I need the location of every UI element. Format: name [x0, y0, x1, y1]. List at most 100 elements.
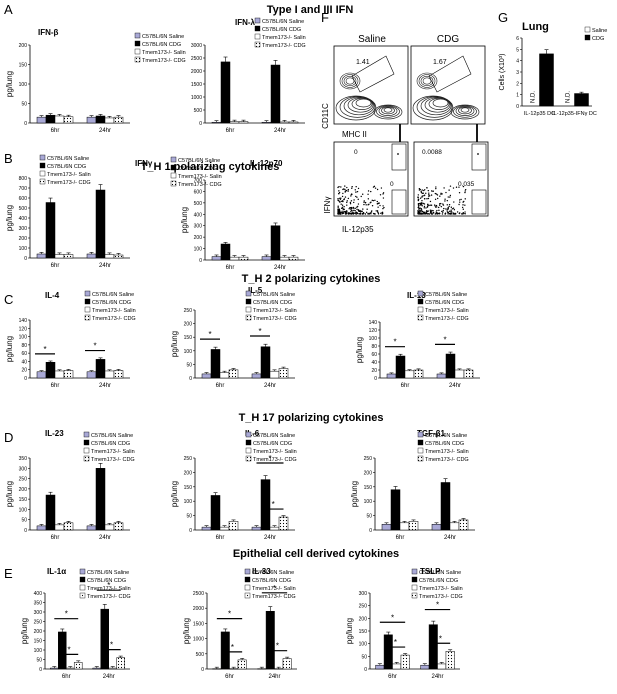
event-dot — [420, 190, 422, 193]
bar — [228, 521, 239, 531]
event-dot — [428, 213, 431, 215]
y-axis-label: pg/lung — [345, 618, 354, 644]
legend-swatch — [170, 164, 177, 171]
event-dot — [361, 210, 363, 213]
contour-line — [420, 75, 434, 87]
event-dot — [422, 202, 424, 205]
bar — [428, 624, 438, 670]
bar — [95, 115, 106, 124]
event-dot — [464, 211, 466, 213]
event-dot — [367, 190, 370, 192]
bar — [436, 373, 447, 379]
legend-swatch — [254, 33, 261, 40]
event-dot — [340, 203, 342, 205]
event-dot — [346, 210, 348, 212]
legend-label: Tmem173-/- Salin — [425, 449, 469, 455]
bar — [229, 668, 239, 670]
legend-swatch — [244, 592, 251, 599]
event-dot — [371, 210, 373, 212]
event-dot — [447, 196, 449, 198]
event-dot — [363, 203, 365, 206]
x-tick-label: 24hr — [99, 263, 111, 269]
event-dot — [353, 201, 355, 204]
contour-line — [343, 75, 357, 87]
significance-star: * — [439, 634, 442, 643]
legend-swatch — [584, 26, 591, 33]
y-tick-label: 700 — [19, 186, 28, 192]
event-dot — [417, 212, 419, 215]
legend-label: Tmem173-/- Salin — [252, 586, 296, 592]
event-dot — [442, 203, 444, 205]
legend-swatch — [84, 306, 91, 313]
legend-label: C57BL/6N Saline — [87, 570, 129, 576]
y-tick-label: 6 — [516, 36, 519, 42]
section-title-d: T_H 17 polarizing cytokines — [239, 412, 384, 424]
bar — [63, 522, 74, 531]
legend-label: Tmem173-/- Salin — [87, 586, 131, 592]
legend-label: C57BL/6N Saline — [142, 34, 184, 40]
event-dot — [440, 205, 443, 208]
legend: C57BL/6N Saline C57BL/6N CDG Tmem173-/- Sa… — [244, 568, 296, 600]
y-tick-label: 200 — [19, 236, 28, 242]
y-tick-label: 1000 — [191, 95, 202, 101]
contour-line — [458, 106, 472, 115]
bar — [539, 53, 554, 107]
event-dot — [424, 189, 426, 191]
chart-6: IL-13 0 20 40 60 80 100 120 140 pg/lung 6hr 24hr * * C… — [355, 290, 480, 389]
bar — [251, 526, 262, 531]
event-dot — [382, 197, 385, 199]
legend-swatch — [417, 455, 424, 462]
event-dot — [428, 193, 430, 196]
event-dot — [361, 213, 364, 215]
bar — [229, 121, 240, 124]
legend-swatch — [39, 154, 46, 161]
y-tick-label: 2500 — [191, 56, 202, 62]
event-dot — [356, 196, 358, 198]
x-tick-label: 24hr — [431, 674, 443, 680]
event-dot — [430, 211, 433, 213]
event-dot — [369, 202, 371, 204]
event-dot — [355, 191, 357, 193]
event-dot — [372, 186, 375, 188]
event-dot — [440, 193, 442, 195]
y-tick-label: 1500 — [191, 82, 202, 88]
event-dot — [364, 213, 367, 215]
y-tick-label: 250 — [34, 620, 43, 626]
bar — [86, 253, 97, 259]
event-dot — [419, 213, 422, 215]
y-tick-label: 150 — [364, 485, 373, 491]
contour-line — [341, 74, 359, 88]
event-dot — [344, 190, 347, 192]
bar — [458, 519, 469, 531]
event-dot — [460, 213, 463, 215]
legend-label: C57BL/6N Saline — [419, 570, 461, 576]
event-dot — [450, 209, 452, 211]
bar — [404, 370, 415, 379]
event-dot — [339, 213, 341, 215]
y-tick-label: 250 — [184, 456, 193, 462]
flow-bottom-ylabel: IFNγ — [323, 197, 332, 214]
event-dot — [353, 199, 355, 201]
y-tick-label: 100 — [364, 499, 373, 505]
y-tick-label: 200 — [19, 487, 28, 493]
legend-label: Tmem173-/- CDG — [87, 594, 131, 600]
legend-swatch — [83, 431, 90, 438]
bar — [278, 368, 289, 379]
event-dot — [425, 207, 427, 209]
bar — [212, 668, 222, 670]
chart-title: IL-5 — [248, 286, 263, 295]
legend-swatch — [79, 576, 86, 583]
legend: Saline CDG — [584, 26, 607, 42]
event-dot — [375, 210, 377, 212]
legend-swatch — [134, 48, 141, 55]
event-dot — [351, 212, 353, 214]
y-tick-label: 800 — [19, 176, 28, 182]
event-dot — [451, 211, 453, 213]
legend-label: Tmem173-/- Salin — [425, 308, 469, 314]
bar — [113, 370, 124, 379]
legend-swatch — [83, 455, 90, 462]
event-dot — [446, 210, 448, 212]
event-dot — [431, 209, 433, 212]
event-dot — [464, 188, 467, 191]
